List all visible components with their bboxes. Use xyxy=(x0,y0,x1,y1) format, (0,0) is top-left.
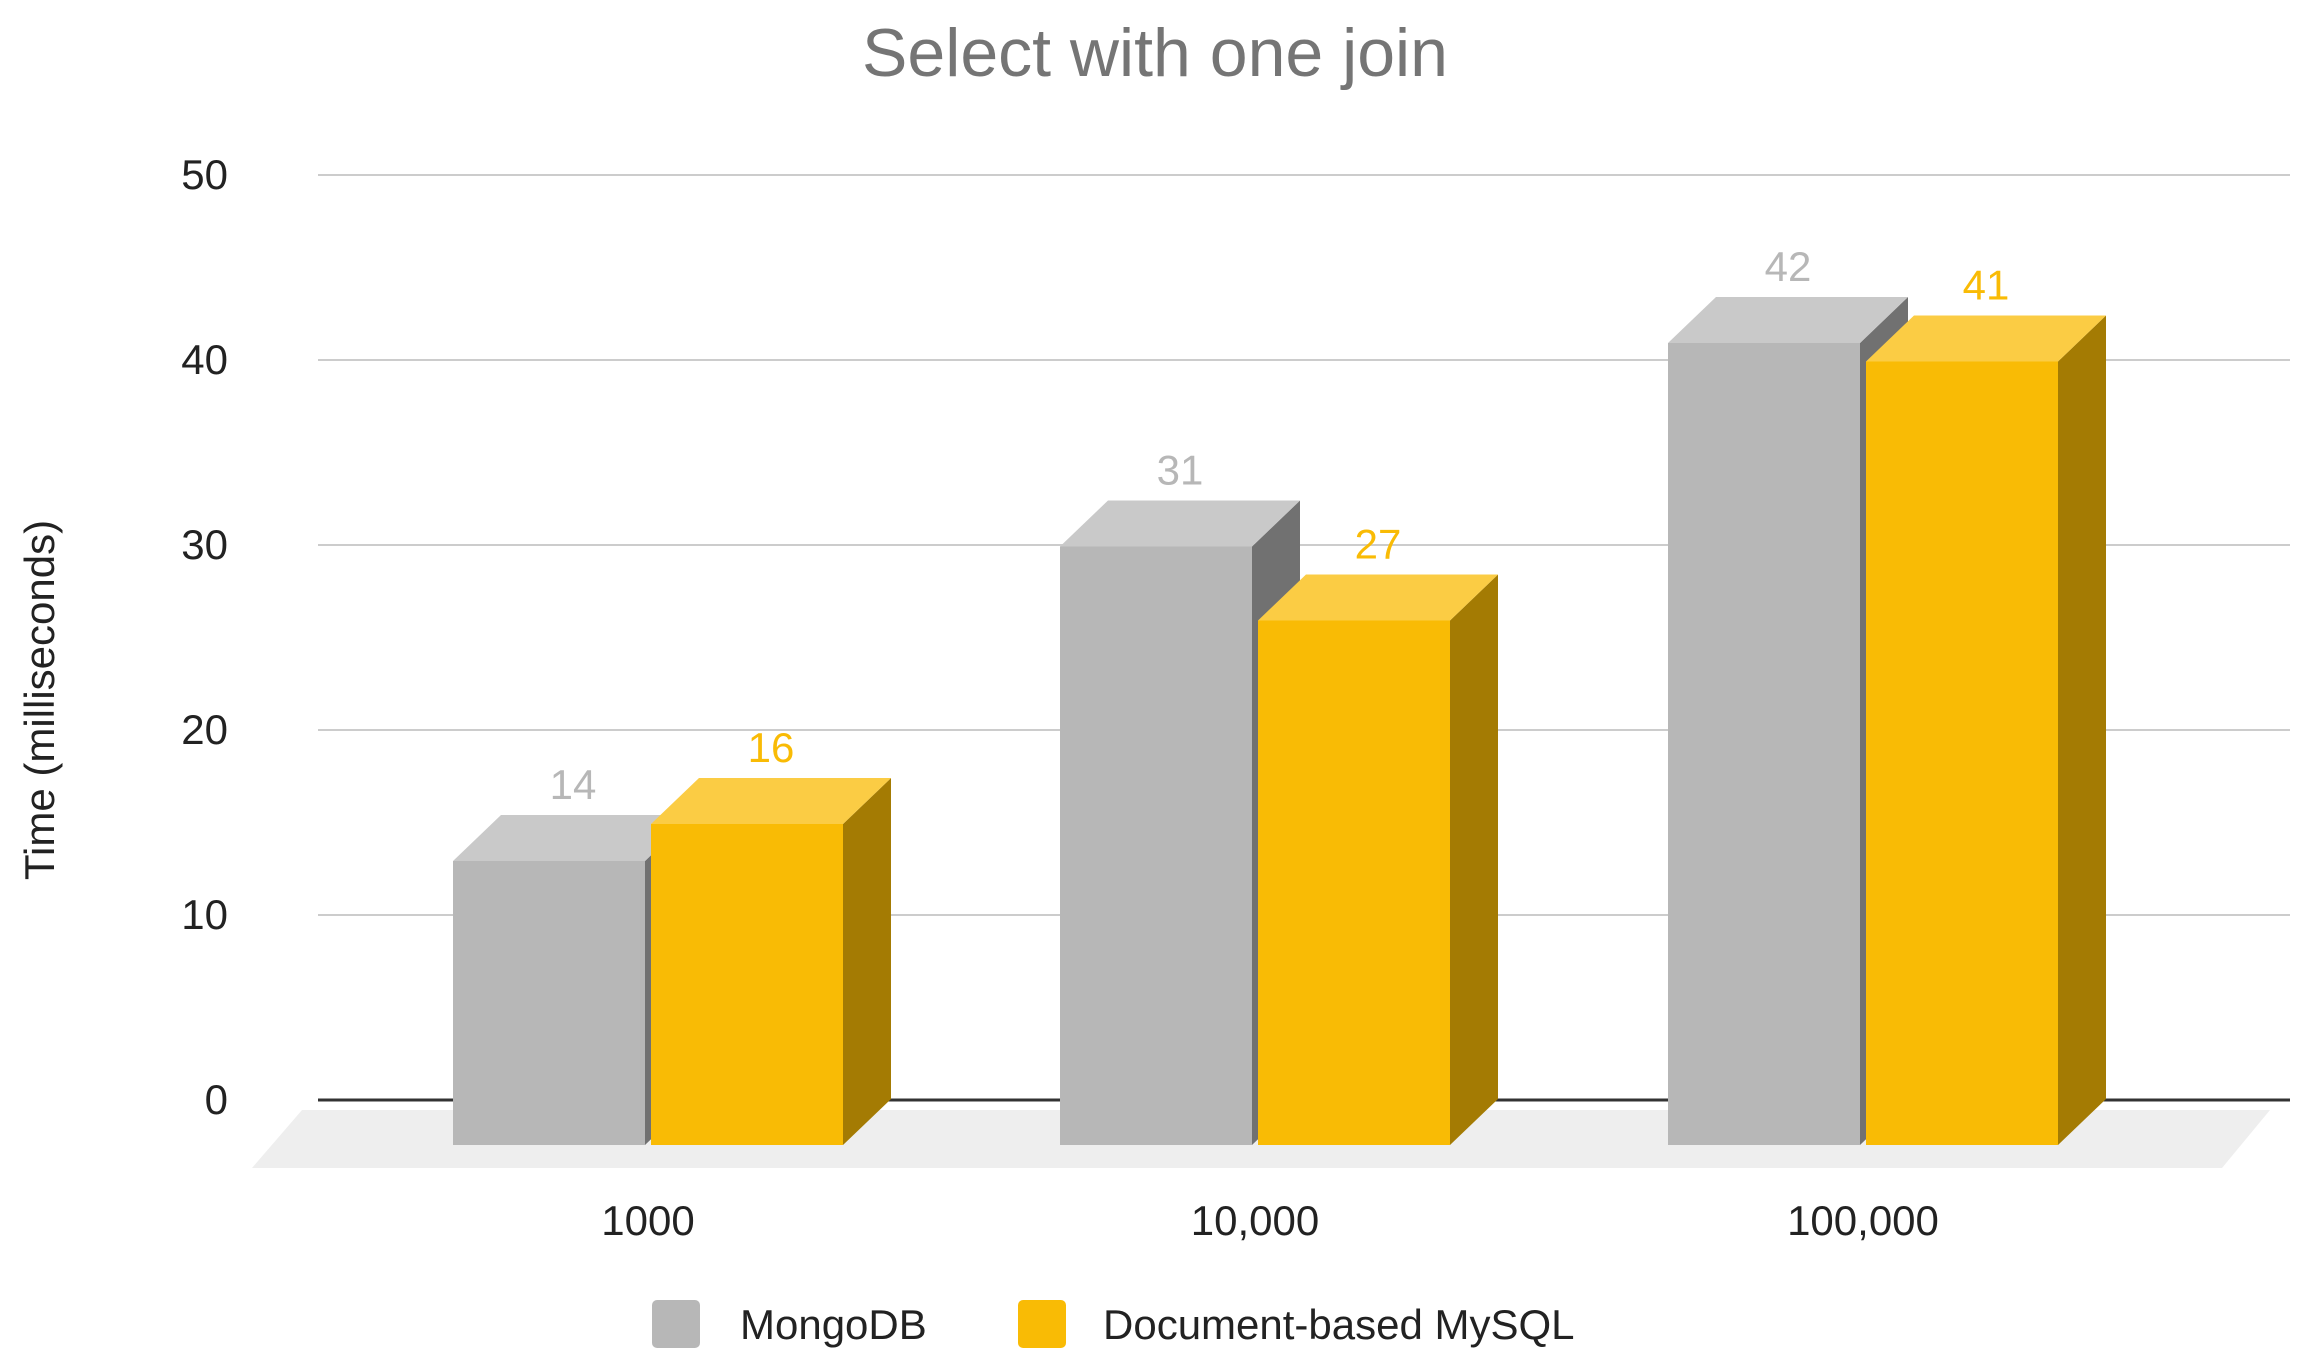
data-label: 42 xyxy=(1765,243,1812,290)
bar-side xyxy=(1450,574,1498,1145)
bar-side xyxy=(2058,315,2106,1145)
y-tick-label: 50 xyxy=(181,151,228,198)
legend-item: Document-based MySQL xyxy=(1018,1300,1575,1348)
y-tick-label: 20 xyxy=(181,706,228,753)
bar-top xyxy=(651,778,891,824)
bar-top xyxy=(1060,500,1300,547)
y-tick-label: 40 xyxy=(181,336,228,383)
y-tick-label: 0 xyxy=(205,1076,228,1123)
data-label: 31 xyxy=(1157,447,1204,494)
bar-top xyxy=(1866,315,2106,362)
bar-front xyxy=(1258,620,1450,1145)
bar-mysql-2 xyxy=(1866,315,2106,1145)
bar-front xyxy=(651,824,843,1145)
legend-swatch xyxy=(1018,1300,1066,1348)
x-tick-label: 100,000 xyxy=(1787,1197,1939,1244)
bar-mysql-0 xyxy=(651,778,891,1145)
bar-top xyxy=(1668,297,1908,343)
bar-top xyxy=(1258,574,1498,621)
bars xyxy=(453,297,2106,1145)
y-tick-label: 10 xyxy=(181,891,228,938)
bar-front xyxy=(1668,343,1860,1145)
bar-top xyxy=(453,815,693,861)
data-label: 14 xyxy=(550,761,597,808)
bar-front xyxy=(1866,361,2058,1145)
legend-item: MongoDB xyxy=(652,1300,927,1348)
data-label: 16 xyxy=(748,724,795,771)
data-labels: 14 16 31 27 42 41 xyxy=(550,243,2010,808)
bar-side xyxy=(843,778,891,1145)
bar-front xyxy=(1060,546,1252,1145)
chart-title: Select with one join xyxy=(862,15,1448,91)
x-axis-ticks: 1000 10,000 100,000 xyxy=(601,1197,1939,1244)
data-label: 27 xyxy=(1355,521,1402,568)
x-tick-label: 10,000 xyxy=(1191,1197,1319,1244)
y-axis-title: Time (milliseconds) xyxy=(16,520,63,880)
y-axis-ticks: 0 10 20 30 40 50 xyxy=(181,151,228,1123)
legend-label: MongoDB xyxy=(740,1301,927,1348)
bar-mysql-1 xyxy=(1258,574,1498,1145)
y-tick-label: 30 xyxy=(181,521,228,568)
legend: MongoDB Document-based MySQL xyxy=(652,1300,1575,1348)
legend-swatch xyxy=(652,1300,700,1348)
legend-label: Document-based MySQL xyxy=(1103,1301,1575,1348)
x-tick-label: 1000 xyxy=(601,1197,694,1244)
data-label: 41 xyxy=(1963,262,2010,309)
bar-front xyxy=(453,861,645,1145)
